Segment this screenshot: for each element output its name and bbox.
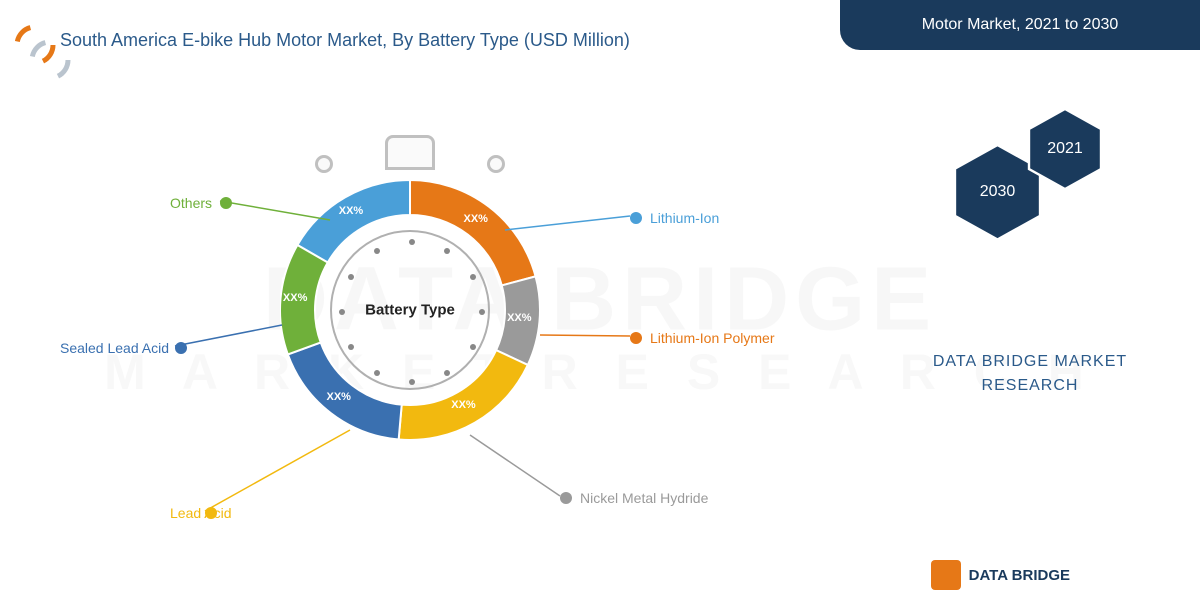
segment-value-label: XX% [463, 213, 487, 225]
tick-mark [339, 309, 345, 315]
segment-value-label: XX% [339, 205, 363, 217]
tick-mark [374, 248, 380, 254]
logo-text: DATA BRIDGE [969, 568, 1070, 583]
tick-mark [409, 379, 415, 385]
hexagon-year-label: 2030 [980, 183, 1016, 201]
tick-mark [374, 370, 380, 376]
tick-mark [444, 370, 450, 376]
tick-mark [470, 274, 476, 280]
segment-value-label: XX% [451, 399, 475, 411]
logo-bottom: DATA BRIDGE [931, 560, 1070, 590]
logo-icon [931, 560, 961, 590]
year-hexagon: 2021 [1025, 105, 1105, 193]
center-label: Battery Type [365, 302, 455, 319]
donut-chart: Battery Type XX%XX%XX%XX%XX%XX% Lithium-… [50, 80, 800, 580]
segment-value-label: XX% [283, 292, 307, 304]
tick-mark [348, 344, 354, 350]
tick-mark [348, 274, 354, 280]
brand-line1: DATA BRIDGE MARKET [933, 353, 1127, 370]
segment-value-label: XX% [507, 312, 531, 324]
chart-title: South America E-bike Hub Motor Market, B… [60, 30, 630, 51]
brand-text: DATA BRIDGE MARKET RESEARCH [890, 350, 1170, 398]
segment-value-label: XX% [327, 391, 351, 403]
hexagon-year-label: 2021 [1047, 140, 1083, 158]
brand-line2: RESEARCH [982, 377, 1079, 394]
tick-mark [470, 344, 476, 350]
tick-mark [444, 248, 450, 254]
header-date-range: Motor Market, 2021 to 2030 [840, 0, 1200, 50]
tick-mark [479, 309, 485, 315]
tick-mark [409, 239, 415, 245]
